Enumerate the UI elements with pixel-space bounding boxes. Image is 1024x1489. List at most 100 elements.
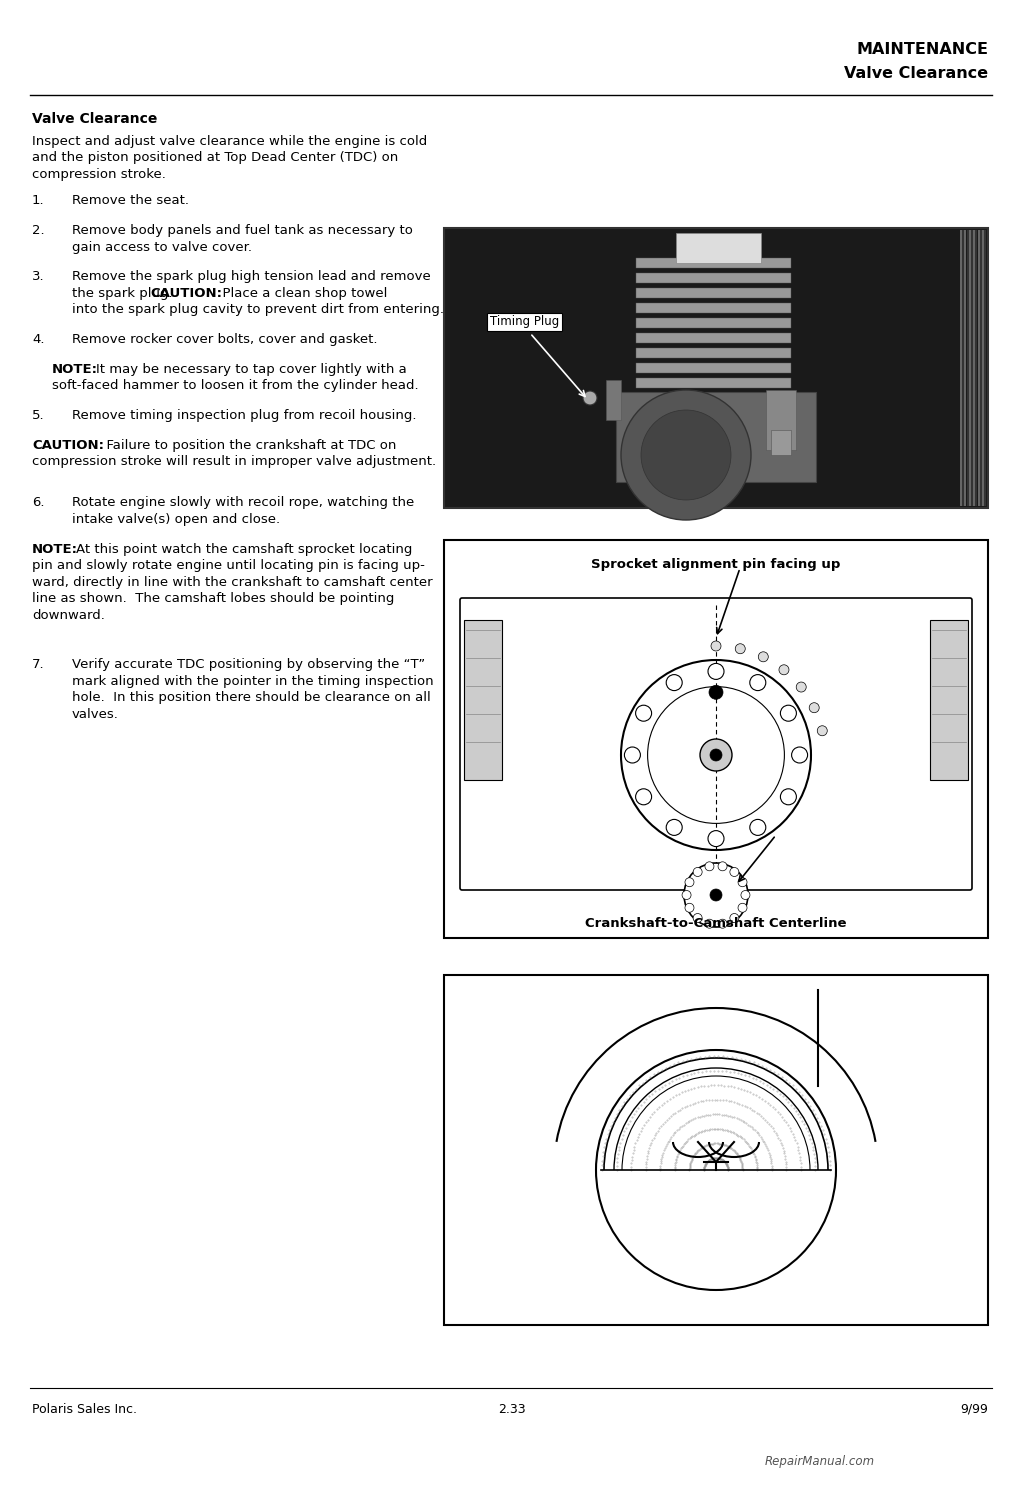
Circle shape — [621, 390, 751, 520]
Text: Place a clean shop towel: Place a clean shop towel — [214, 287, 387, 299]
Bar — [636, 334, 791, 342]
Circle shape — [780, 789, 797, 804]
Circle shape — [797, 682, 806, 692]
Circle shape — [710, 889, 722, 901]
Text: intake valve(s) open and close.: intake valve(s) open and close. — [72, 512, 281, 526]
Circle shape — [641, 409, 731, 500]
Text: MAINTENANCE: MAINTENANCE — [856, 42, 988, 57]
Bar — [636, 287, 791, 298]
Text: downward.: downward. — [32, 609, 104, 621]
Circle shape — [750, 675, 766, 691]
Circle shape — [730, 914, 739, 923]
Text: pin and slowly rotate engine until locating pin is facing up-: pin and slowly rotate engine until locat… — [32, 558, 425, 572]
Bar — [444, 541, 988, 938]
Text: 6.: 6. — [32, 496, 44, 509]
Text: soft-faced hammer to loosen it from the cylinder head.: soft-faced hammer to loosen it from the … — [52, 380, 419, 392]
Circle shape — [705, 919, 714, 928]
Circle shape — [741, 890, 750, 899]
Circle shape — [700, 739, 732, 771]
Bar — [967, 229, 969, 506]
Text: It may be necessary to tap cover lightly with a: It may be necessary to tap cover lightly… — [96, 363, 407, 375]
Text: 9/99: 9/99 — [961, 1403, 988, 1416]
Circle shape — [792, 747, 808, 762]
Bar — [982, 229, 984, 506]
Circle shape — [708, 831, 724, 847]
Text: mark aligned with the pointer in the timing inspection: mark aligned with the pointer in the tim… — [72, 675, 433, 688]
Circle shape — [738, 904, 748, 913]
Circle shape — [718, 862, 727, 871]
Text: Valve Clearance: Valve Clearance — [844, 66, 988, 80]
Text: CAUTION:: CAUTION: — [32, 439, 104, 451]
Text: gain access to valve cover.: gain access to valve cover. — [72, 241, 252, 253]
Text: valves.: valves. — [72, 707, 119, 721]
Text: into the spark plug cavity to prevent dirt from entering.: into the spark plug cavity to prevent di… — [72, 304, 444, 316]
FancyBboxPatch shape — [460, 599, 972, 890]
Bar — [636, 348, 791, 357]
Bar — [636, 302, 791, 313]
Text: Remove body panels and fuel tank as necessary to: Remove body panels and fuel tank as nece… — [72, 225, 413, 237]
Text: NOTE:: NOTE: — [52, 363, 98, 375]
Circle shape — [667, 675, 682, 691]
Bar — [676, 232, 761, 264]
Bar — [464, 619, 502, 780]
Text: line as shown.  The camshaft lobes should be pointing: line as shown. The camshaft lobes should… — [32, 593, 394, 605]
Circle shape — [780, 706, 797, 721]
Text: 2.33: 2.33 — [499, 1403, 525, 1416]
Circle shape — [682, 890, 691, 899]
Circle shape — [636, 706, 651, 721]
Bar — [976, 229, 977, 506]
Text: Remove the spark plug high tension lead and remove: Remove the spark plug high tension lead … — [72, 271, 431, 283]
Bar — [444, 975, 988, 1325]
Bar — [963, 229, 965, 506]
Circle shape — [685, 904, 694, 913]
Text: At this point watch the camshaft sprocket locating: At this point watch the camshaft sprocke… — [76, 542, 413, 555]
Circle shape — [735, 643, 745, 654]
Bar — [969, 229, 971, 506]
Bar — [973, 229, 975, 506]
Bar — [636, 319, 791, 328]
Text: 7.: 7. — [32, 658, 45, 672]
Circle shape — [779, 664, 788, 675]
Circle shape — [636, 789, 651, 804]
Circle shape — [709, 685, 723, 700]
Text: 4.: 4. — [32, 334, 44, 345]
Bar — [616, 392, 816, 482]
Text: compression stroke.: compression stroke. — [32, 168, 166, 182]
Circle shape — [685, 877, 694, 887]
Bar — [961, 229, 962, 506]
Text: Rotate engine slowly with recoil rope, watching the: Rotate engine slowly with recoil rope, w… — [72, 496, 415, 509]
Circle shape — [710, 749, 722, 761]
Bar — [984, 229, 986, 506]
Text: Timing Plug: Timing Plug — [490, 316, 559, 329]
Circle shape — [625, 747, 640, 762]
Circle shape — [708, 664, 724, 679]
Circle shape — [809, 703, 819, 713]
Text: Sprocket alignment pin facing up: Sprocket alignment pin facing up — [591, 558, 841, 570]
Bar — [766, 390, 796, 450]
Circle shape — [711, 640, 721, 651]
Text: hole.  In this position there should be clearance on all: hole. In this position there should be c… — [72, 691, 431, 704]
Bar — [636, 258, 791, 268]
Text: Inspect and adjust valve clearance while the engine is cold: Inspect and adjust valve clearance while… — [32, 135, 427, 147]
Bar — [444, 228, 988, 508]
Circle shape — [718, 919, 727, 928]
Text: compression stroke will result in improper valve adjustment.: compression stroke will result in improp… — [32, 456, 436, 468]
Circle shape — [684, 864, 748, 928]
Circle shape — [596, 1050, 836, 1289]
Text: Crankshaft-to-Camshaft Centerline: Crankshaft-to-Camshaft Centerline — [586, 917, 847, 931]
Circle shape — [750, 819, 766, 835]
Circle shape — [730, 868, 739, 877]
Bar — [978, 229, 980, 506]
Circle shape — [667, 819, 682, 835]
Text: Failure to position the crankshaft at TDC on: Failure to position the crankshaft at TD… — [98, 439, 396, 451]
Text: Remove timing inspection plug from recoil housing.: Remove timing inspection plug from recoi… — [72, 409, 417, 421]
Circle shape — [693, 914, 702, 923]
Text: Polaris Sales Inc.: Polaris Sales Inc. — [32, 1403, 137, 1416]
Bar — [971, 229, 973, 506]
Text: 3.: 3. — [32, 271, 45, 283]
Text: 2.: 2. — [32, 225, 45, 237]
Text: ward, directly in line with the crankshaft to camshaft center: ward, directly in line with the cranksha… — [32, 576, 432, 588]
Text: RepairManual.com: RepairManual.com — [765, 1455, 876, 1468]
Bar — [636, 363, 791, 374]
Bar — [930, 619, 968, 780]
